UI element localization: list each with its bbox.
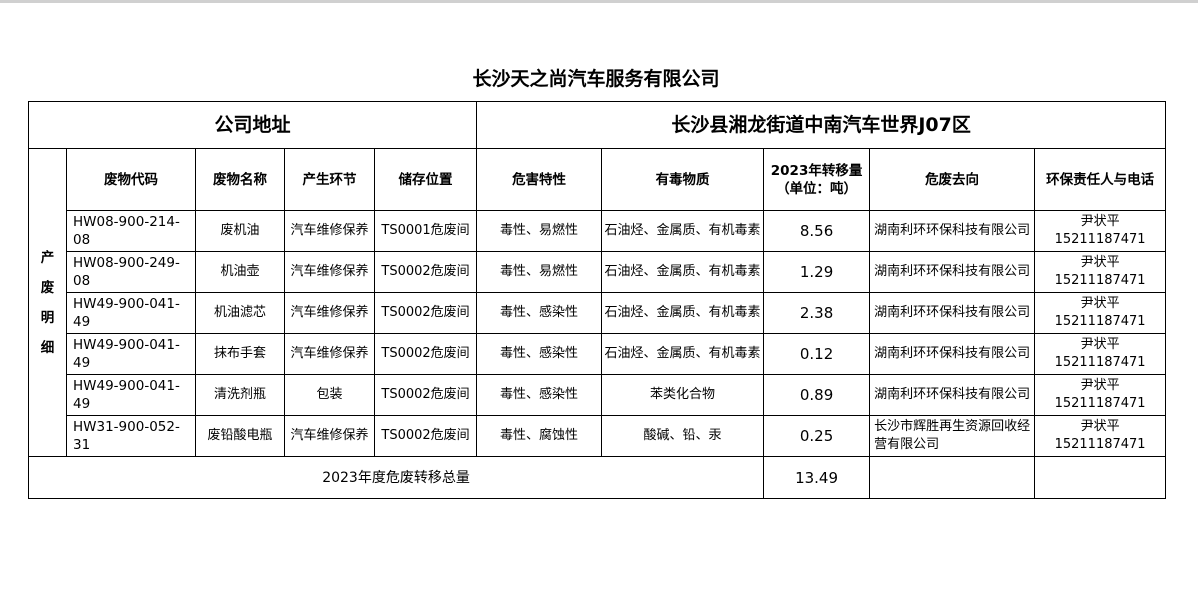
cell-contact: 尹状平 15211187471 (1034, 292, 1167, 334)
table-row: HW49-900-041-49 抹布手套 汽车维修保养 TS0002危废间 毒性、感染性… (29, 333, 1167, 375)
cell-storage: TS0002危废间 (373, 251, 478, 293)
cell-waste-name: 抹布手套 (195, 333, 285, 375)
header-dest: 危废去向 (869, 148, 1036, 211)
cell-toxic-substance: 石油烃、金属质、有机毒素 (601, 210, 765, 252)
side-label-text: 产废明细 (40, 249, 55, 356)
header-qty-line1: 2023年转移量 (770, 162, 863, 179)
cell-contact: 尹状平 15211187471 (1034, 415, 1167, 457)
header-storage: 储存位置 (373, 148, 478, 211)
cell-quantity: 8.56 (763, 210, 871, 252)
cell-waste-code: HW08-900-214-08 (66, 210, 196, 252)
table-row: HW49-900-041-49 机油滤芯 汽车维修保养 TS0002危废间 毒性、感染性… (29, 292, 1167, 334)
top-border (0, 0, 1198, 3)
cell-destination: 湖南利环环保科技有限公司 (869, 292, 1036, 334)
cell-storage: TS0002危废间 (373, 415, 478, 457)
cell-destination: 湖南利环环保科技有限公司 (869, 333, 1036, 375)
table-row: HW08-900-249-08 机油壶 汽车维修保养 TS0002危废间 毒性、易燃性石… (29, 251, 1167, 293)
table-row: HW31-900-052-31 废铅酸电瓶 汽车维修保养 TS0002危废间 毒性、腐蚀… (29, 415, 1167, 457)
header-qty: 2023年转移量 （单位：吨） (763, 148, 871, 211)
total-value: 13.49 (763, 456, 871, 499)
table-row: HW49-900-041-49 清洗剂瓶 包装 TS0002危废间 毒性、感染性 苯类化合… (29, 374, 1167, 416)
contact-phone: 15211187471 (1054, 437, 1146, 452)
total-empty-dest (869, 456, 1036, 499)
cell-stage: 汽车维修保养 (284, 251, 375, 293)
cell-storage: TS0002危废间 (373, 333, 478, 375)
contact-person: 尹状平 (1080, 214, 1120, 229)
cell-waste-code: HW31-900-052-31 (66, 415, 196, 457)
cell-waste-name: 机油壶 (195, 251, 285, 293)
contact-person: 尹状平 (1080, 337, 1120, 352)
cell-stage: 汽车维修保养 (284, 210, 375, 252)
cell-hazard: 毒性、感染性 (476, 333, 603, 375)
contact-phone: 15211187471 (1054, 355, 1146, 370)
cell-hazard: 毒性、易燃性 (476, 210, 603, 252)
header-stage: 产生环节 (284, 148, 375, 211)
header-toxic: 有毒物质 (601, 148, 765, 211)
cell-hazard: 毒性、腐蚀性 (476, 415, 603, 457)
cell-destination: 湖南利环环保科技有限公司 (869, 210, 1036, 252)
header-person: 环保责任人与电话 (1034, 148, 1167, 211)
cell-contact: 尹状平 15211187471 (1034, 374, 1167, 416)
cell-contact: 尹状平 15211187471 (1034, 251, 1167, 293)
cell-destination: 湖南利环环保科技有限公司 (869, 374, 1036, 416)
cell-toxic-substance: 石油烃、金属质、有机毒素 (601, 292, 765, 334)
cell-waste-code: HW49-900-041-49 (66, 333, 196, 375)
header-name: 废物名称 (195, 148, 285, 211)
cell-toxic-substance: 石油烃、金属质、有机毒素 (601, 333, 765, 375)
side-label: 产废明细 (28, 148, 67, 457)
cell-destination: 湖南利环环保科技有限公司 (869, 251, 1036, 293)
header-qty-unit: （单位：吨） (776, 180, 858, 197)
address-label: 公司地址 (27, 101, 478, 149)
page-title: 长沙天之尚汽车服务有限公司 (472, 68, 720, 90)
cell-quantity: 0.12 (763, 333, 871, 375)
cell-hazard: 毒性、感染性 (476, 374, 603, 416)
contact-person: 尹状平 (1080, 378, 1120, 393)
cell-quantity: 1.29 (763, 251, 871, 293)
cell-waste-name: 废机油 (195, 210, 285, 252)
contact-phone: 15211187471 (1054, 273, 1146, 288)
cell-quantity: 2.38 (763, 292, 871, 334)
cell-waste-code: HW49-900-041-49 (66, 374, 196, 416)
cell-hazard: 毒性、易燃性 (476, 251, 603, 293)
address-value: 长沙县湘龙街道中南汽车世界J07区 (476, 101, 1167, 149)
total-label: 2023年度危废转移总量 (27, 456, 765, 499)
contact-phone: 15211187471 (1054, 396, 1146, 411)
cell-waste-code: HW08-900-249-08 (66, 251, 196, 293)
cell-stage: 汽车维修保养 (284, 292, 375, 334)
cell-contact: 尹状平 15211187471 (1034, 333, 1167, 375)
total-empty-contact (1034, 456, 1167, 499)
cell-contact: 尹状平 15211187471 (1034, 210, 1167, 252)
cell-quantity: 0.25 (763, 415, 871, 457)
cell-waste-name: 机油滤芯 (195, 292, 285, 334)
cell-quantity: 0.89 (763, 374, 871, 416)
table-row: HW08-900-214-08 废机油 汽车维修保养 TS0001危废间 毒性、易燃性石… (29, 210, 1167, 252)
address-row: 公司地址 长沙县湘龙街道中南汽车世界J07区 (27, 101, 1167, 149)
total-row: 2023年度危废转移总量 13.49 (27, 456, 1167, 499)
header-code: 废物代码 (66, 148, 196, 211)
cell-destination: 长沙市辉胜再生资源回收经营有限公司 (869, 415, 1036, 457)
cell-toxic-substance: 苯类化合物 (601, 374, 765, 416)
cell-waste-name: 清洗剂瓶 (195, 374, 285, 416)
cell-waste-name: 废铅酸电瓶 (195, 415, 285, 457)
contact-phone: 15211187471 (1054, 232, 1146, 247)
cell-storage: TS0002危废间 (373, 292, 478, 334)
contact-person: 尹状平 (1080, 296, 1120, 311)
cell-stage: 汽车维修保养 (284, 333, 375, 375)
contact-person: 尹状平 (1080, 255, 1120, 270)
cell-storage: TS0002危废间 (373, 374, 478, 416)
cell-hazard: 毒性、感染性 (476, 292, 603, 334)
cell-waste-code: HW49-900-041-49 (66, 292, 196, 334)
cell-toxic-substance: 酸碱、铅、汞 (601, 415, 765, 457)
header-row: 产废明细 废物代码 废物名称 产生环节 储存位置 危害特性 有毒物质 2023年… (28, 148, 1167, 457)
contact-phone: 15211187471 (1054, 314, 1146, 329)
contact-person: 尹状平 (1080, 419, 1120, 434)
cell-stage: 汽车维修保养 (284, 415, 375, 457)
cell-toxic-substance: 石油烃、金属质、有机毒素 (601, 251, 765, 293)
cell-stage: 包装 (284, 374, 375, 416)
header-hazard: 危害特性 (476, 148, 603, 211)
cell-storage: TS0001危废间 (373, 210, 478, 252)
waste-table: 公司地址 长沙县湘龙街道中南汽车世界J07区 产废明细 废物代码 废物名称 产生… (27, 101, 1167, 499)
